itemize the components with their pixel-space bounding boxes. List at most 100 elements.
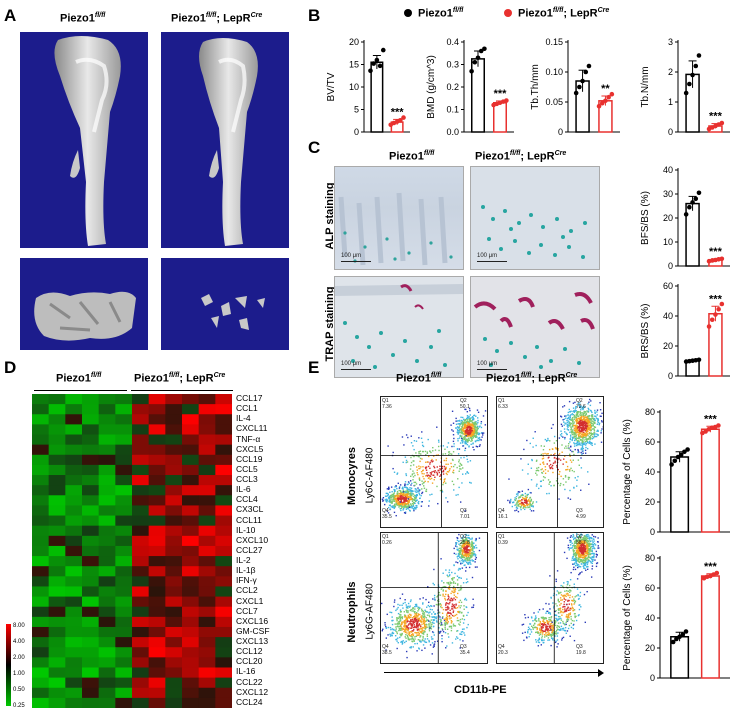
event-dot [575,439,578,441]
event-dot [385,500,387,503]
panel-a-letter: A [4,6,17,25]
event-dot [521,501,523,504]
event-dot [472,418,475,421]
event-dot [415,603,418,606]
heatmap-cell [148,454,166,466]
event-dot [413,499,416,502]
event-dot [421,458,423,460]
heatmap-cell [98,475,116,486]
event-dot [443,465,446,468]
event-dot [403,444,405,446]
data-point [709,317,715,323]
event-dot [573,558,575,560]
event-dot [581,427,583,430]
event-dot [585,569,587,572]
event-dot [389,508,392,510]
event-dot [447,636,450,638]
event-dot [406,489,408,492]
event-dot [516,501,519,503]
bar [708,313,723,377]
event-dot [418,478,421,480]
data-point [603,98,608,104]
heatmap-cell [198,606,216,618]
y-tick-label: 5 [354,105,359,115]
event-dot [472,547,474,549]
event-dot [572,568,575,571]
heatmap-cell [98,485,116,496]
event-dot [460,549,462,552]
event-dot [465,408,467,411]
event-dot [473,542,475,544]
event-dot [587,547,589,550]
heatmap-cell [32,485,50,496]
event-dot [587,424,590,426]
event-dot [584,559,586,562]
y-axis-label: Tb.N/mm [640,66,651,107]
event-dot [577,448,579,451]
heatmap-cell [132,677,150,689]
event-dot [432,455,435,457]
event-dot [407,496,409,498]
event-dot [410,490,412,492]
event-dot [576,564,579,567]
event-dot [426,451,429,453]
event-dot [538,632,540,634]
event-dot [442,593,444,596]
event-dot [587,428,589,431]
event-dot [437,600,439,602]
event-dot [450,598,452,600]
event-dot [381,630,383,632]
panel-a-control-header: Piezo1fl/fl [60,12,106,25]
event-dot [567,411,570,414]
heatmap-cell [98,566,116,577]
event-dot [593,418,596,420]
event-dot [593,556,595,559]
heatmap-cell [48,525,66,537]
event-dot [523,497,525,500]
event-dot [572,431,574,434]
heatmap-cell [132,434,150,446]
event-dot [530,498,533,501]
heatmap-cell [215,697,232,708]
event-dot [428,628,431,630]
event-dot [396,647,398,650]
event-dot [584,444,587,446]
event-dot [409,623,411,625]
event-dot [572,533,574,536]
event-dot [578,566,580,568]
event-dot [397,625,399,627]
event-dot [469,414,471,416]
event-dot [540,485,542,487]
heatmap-cell [48,535,66,547]
event-dot [451,578,453,580]
event-dot [476,417,479,419]
event-dot [432,625,435,628]
event-dot [465,433,467,435]
event-dot [410,599,412,601]
event-dot [397,499,400,502]
event-dot [413,621,416,624]
event-dot [573,414,576,417]
event-dot [466,546,469,549]
event-dot [514,497,516,499]
event-dot [569,449,572,451]
event-dot [589,429,591,431]
event-dot [515,509,518,511]
event-dot [411,507,413,509]
event-dot [457,426,459,428]
event-dot [565,468,568,471]
heatmap-cell [165,657,183,668]
event-dot [444,618,446,621]
event-dot [467,623,469,626]
panel-b-letter: B [308,6,321,25]
event-dot [593,434,596,436]
event-dot [574,424,577,427]
heatmap-cell [165,606,183,618]
event-dot [462,423,464,425]
event-dot [397,612,400,615]
heatmap-cell [165,475,183,486]
y-axis-label: BMD (g/cm^3) [426,55,437,119]
event-dot [577,545,579,548]
event-dot [450,622,453,624]
event-dot [595,417,598,419]
